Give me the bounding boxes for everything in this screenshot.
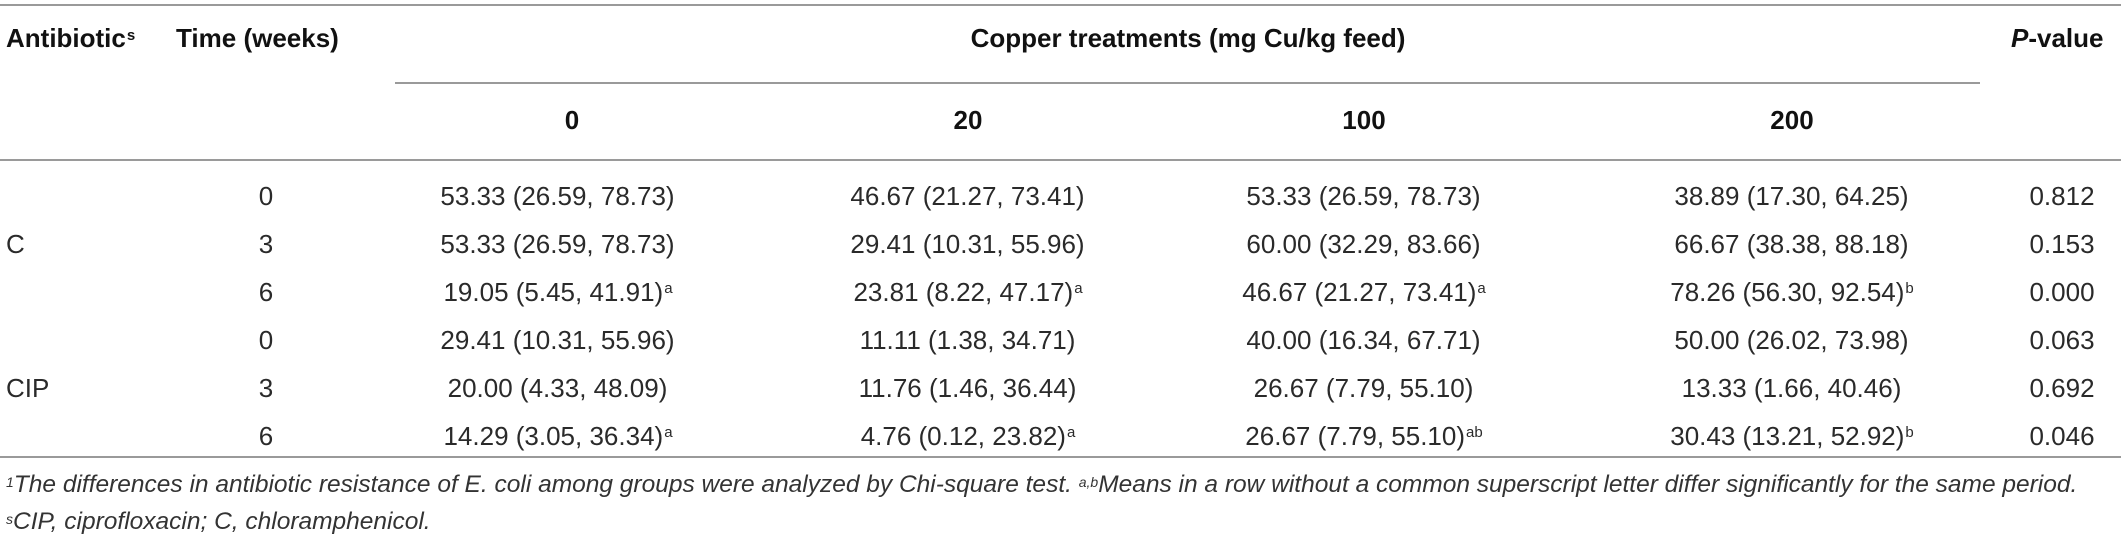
cell-dose-20: 29.41 (10.31, 55.96)	[850, 229, 1085, 259]
table-bottom-rule	[0, 456, 2121, 458]
cell-dose-100: 60.00 (32.29, 83.66)	[1246, 229, 1481, 259]
cell-time: 3	[258, 373, 274, 403]
cell-dose-0: 53.33 (26.59, 78.73)	[440, 181, 675, 211]
copper-header-rule	[395, 82, 1980, 84]
cell-dose-0: 53.33 (26.59, 78.73)	[440, 229, 675, 259]
cell-dose-20: 11.76 (1.46, 36.44)	[858, 373, 1077, 403]
header-p-value: P-value	[2011, 23, 2104, 53]
cell-p-value: 0.000	[2029, 277, 2095, 307]
cell-antibiotic: CIP	[6, 373, 50, 403]
dose-header-100: 100	[1342, 105, 1386, 135]
dose-header-0: 0	[564, 105, 580, 135]
cell-time: 6	[258, 421, 274, 451]
cell-dose-0: 14.29 (3.05, 36.34)a	[443, 421, 673, 451]
cell-dose-0: 29.41 (10.31, 55.96)	[440, 325, 675, 355]
cell-dose-100: 53.33 (26.59, 78.73)	[1246, 181, 1481, 211]
cell-dose-200: 30.43 (13.21, 52.92)b	[1670, 421, 1914, 451]
cell-p-value: 0.692	[2029, 373, 2095, 403]
cell-p-value: 0.063	[2029, 325, 2095, 355]
dose-header-20: 20	[953, 105, 983, 135]
cell-dose-200: 50.00 (26.02, 73.98)	[1674, 325, 1909, 355]
header-time: Time (weeks)	[176, 23, 339, 53]
cell-dose-200: 38.89 (17.30, 64.25)	[1674, 181, 1909, 211]
cell-dose-20: 23.81 (8.22, 47.17)a	[853, 277, 1083, 307]
cell-dose-20: 4.76 (0.12, 23.82)a	[860, 421, 1076, 451]
cell-p-value: 0.046	[2029, 421, 2095, 451]
table-top-rule	[0, 4, 2121, 6]
cell-dose-100: 40.00 (16.34, 67.71)	[1246, 325, 1481, 355]
header-copper-treatments: Copper treatments (mg Cu/kg feed)	[970, 23, 1406, 53]
cell-time: 0	[258, 181, 274, 211]
cell-dose-0: 20.00 (4.33, 48.09)	[447, 373, 668, 403]
cell-p-value: 0.812	[2029, 181, 2095, 211]
cell-time: 6	[258, 277, 274, 307]
cell-dose-0: 19.05 (5.45, 41.91)a	[443, 277, 673, 307]
cell-time: 3	[258, 229, 274, 259]
cell-dose-100: 26.67 (7.79, 55.10)ab	[1245, 421, 1483, 451]
header-bottom-rule	[0, 159, 2121, 161]
cell-antibiotic: C	[6, 229, 25, 259]
cell-dose-100: 26.67 (7.79, 55.10)	[1253, 373, 1474, 403]
table-footnote: 1The differences in antibiotic resistanc…	[6, 471, 2078, 535]
cell-dose-200: 13.33 (1.66, 40.46)	[1681, 373, 1902, 403]
cell-dose-100: 46.67 (21.27, 73.41)a	[1242, 277, 1486, 307]
dose-header-200: 200	[1770, 105, 1814, 135]
cell-dose-20: 46.67 (21.27, 73.41)	[850, 181, 1085, 211]
cell-dose-200: 78.26 (56.30, 92.54)b	[1670, 277, 1914, 307]
cell-p-value: 0.153	[2029, 229, 2095, 259]
cell-time: 0	[258, 325, 274, 355]
cell-dose-200: 66.67 (38.38, 88.18)	[1674, 229, 1909, 259]
header-antibiotic: Antibiotics	[6, 23, 136, 53]
cell-dose-20: 11.11 (1.38, 34.71)	[859, 325, 1076, 355]
